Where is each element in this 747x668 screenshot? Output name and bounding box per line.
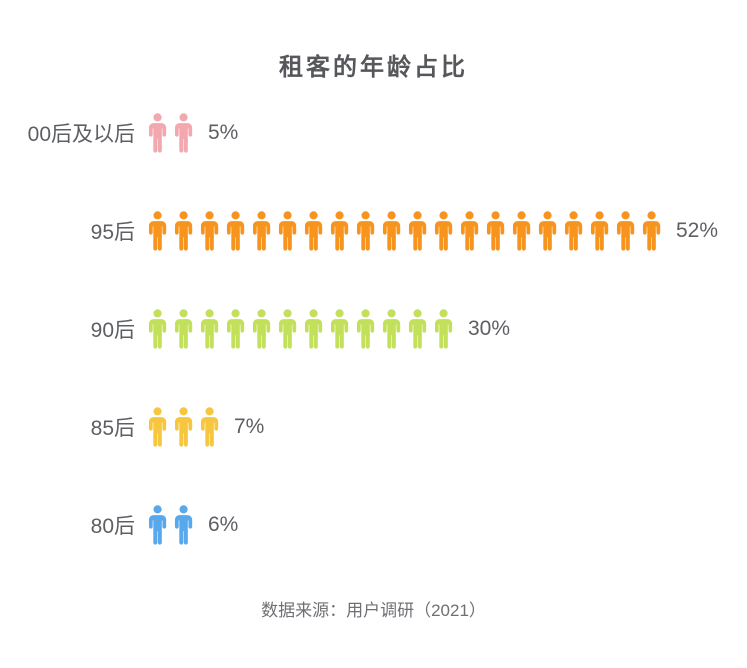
category-label: 85后 xyxy=(90,417,135,440)
person-icon xyxy=(278,309,298,349)
person-icon xyxy=(408,211,428,251)
person-icon xyxy=(330,211,350,251)
category-label: 90后 xyxy=(90,319,135,342)
person-icon xyxy=(356,309,376,349)
person-icon xyxy=(148,113,168,153)
person-icon xyxy=(538,211,558,251)
person-icon xyxy=(252,211,272,251)
person-icon xyxy=(148,505,168,545)
icon-group xyxy=(148,505,194,545)
person-icon xyxy=(304,211,324,251)
pictogram-row: 80后 6% xyxy=(0,505,747,545)
icon-group xyxy=(148,309,454,349)
pictogram-rows: 00后及以后 5% 95后 52% 90后 30% 85后 7% 80后 6% xyxy=(0,113,747,603)
person-icon xyxy=(616,211,636,251)
person-icon xyxy=(564,211,584,251)
pictogram-row: 85后 7% xyxy=(0,407,747,447)
value-label: 30% xyxy=(468,317,511,340)
pictogram-row: 95后 52% xyxy=(0,211,747,251)
person-icon xyxy=(174,113,194,153)
person-icon xyxy=(330,309,350,349)
category-label: 80后 xyxy=(90,515,135,538)
icon-group xyxy=(148,407,220,447)
person-icon xyxy=(434,309,454,349)
value-label: 6% xyxy=(208,513,239,536)
person-icon xyxy=(200,211,220,251)
person-icon xyxy=(278,211,298,251)
pictogram-row: 00后及以后 5% xyxy=(0,113,747,153)
person-icon xyxy=(200,309,220,349)
source-note: 数据来源：用户调研（2021） xyxy=(261,601,486,620)
person-icon xyxy=(148,407,168,447)
category-label: 95后 xyxy=(90,221,135,244)
person-icon xyxy=(486,211,506,251)
person-icon xyxy=(408,309,428,349)
person-icon xyxy=(148,211,168,251)
person-icon xyxy=(174,309,194,349)
chart-title: 租客的年龄占比 xyxy=(279,54,468,81)
person-icon xyxy=(304,309,324,349)
person-icon xyxy=(460,211,480,251)
person-icon xyxy=(200,407,220,447)
person-icon xyxy=(434,211,454,251)
person-icon xyxy=(148,309,168,349)
person-icon xyxy=(174,211,194,251)
person-icon xyxy=(512,211,532,251)
person-icon xyxy=(356,211,376,251)
person-icon xyxy=(174,407,194,447)
pictogram-row: 90后 30% xyxy=(0,309,747,349)
person-icon xyxy=(252,309,272,349)
person-icon xyxy=(642,211,662,251)
person-icon xyxy=(226,211,246,251)
value-label: 7% xyxy=(234,415,265,438)
person-icon xyxy=(382,211,402,251)
person-icon xyxy=(226,309,246,349)
icon-group xyxy=(148,113,194,153)
icon-group xyxy=(148,211,662,251)
person-icon xyxy=(590,211,610,251)
category-label: 00后及以后 xyxy=(27,123,135,146)
value-label: 5% xyxy=(208,121,239,144)
person-icon xyxy=(382,309,402,349)
person-icon xyxy=(174,505,194,545)
value-label: 52% xyxy=(676,219,719,242)
